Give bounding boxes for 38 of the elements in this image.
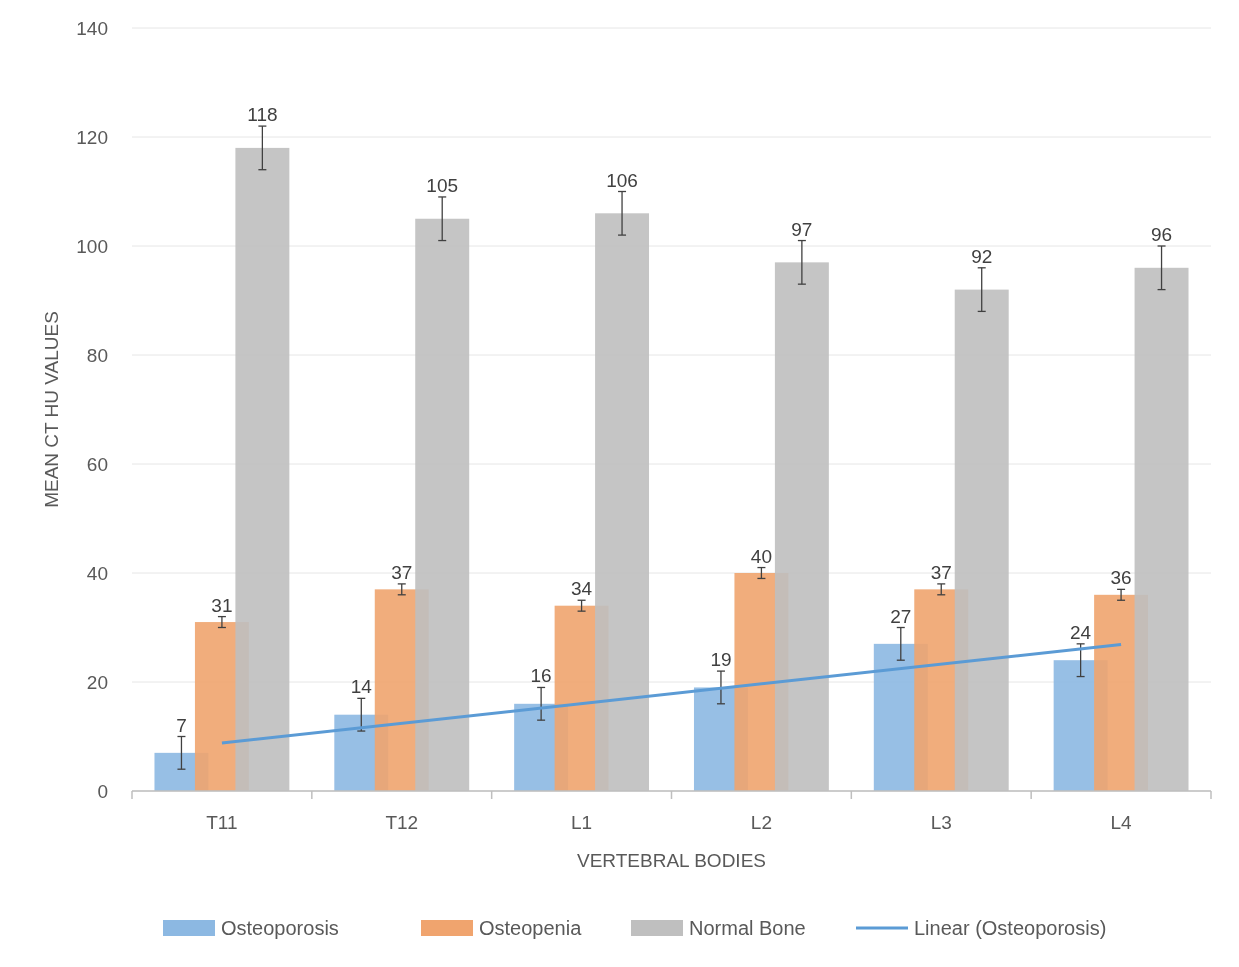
x-tick-label: L1 — [571, 812, 593, 833]
data-label: 34 — [571, 578, 593, 600]
data-label: 106 — [606, 169, 638, 191]
data-label: 19 — [710, 649, 732, 671]
x-tick-label: L2 — [750, 812, 772, 833]
data-label: 97 — [791, 218, 813, 240]
y-tick-label: 0 — [97, 780, 108, 802]
y-tick-label: 60 — [86, 453, 108, 475]
x-tick-label: T11 — [206, 812, 238, 833]
data-label: 96 — [1150, 224, 1173, 245]
data-label: 36 — [1110, 567, 1132, 589]
data-label: 27 — [890, 605, 912, 627]
data-label: 37 — [930, 561, 952, 583]
data-label: 118 — [247, 104, 278, 126]
y-tick-label: 80 — [86, 344, 108, 366]
y-tick-label: 100 — [76, 235, 108, 257]
y-tick-label: 140 — [76, 17, 108, 39]
legend-label: Osteopenia — [479, 917, 583, 939]
x-tick-label: T12 — [385, 812, 419, 833]
data-label: 92 — [971, 245, 993, 267]
data-label: 31 — [211, 594, 233, 616]
y-tick-label: 120 — [76, 126, 108, 148]
data-label: 7 — [176, 714, 187, 736]
data-label: 40 — [750, 545, 772, 567]
data-label: 105 — [426, 174, 459, 196]
x-tick-label: L4 — [1110, 812, 1133, 833]
x-tick-label: L3 — [930, 812, 952, 833]
legend-label: Osteoporosis — [221, 917, 339, 939]
legend-label: Normal Bone — [689, 917, 806, 939]
data-label: 16 — [530, 665, 552, 687]
data-label: 24 — [1070, 621, 1092, 643]
x-axis-title: VERTEBRAL BODIES — [576, 850, 767, 871]
y-tick-label: 20 — [86, 671, 108, 693]
y-tick-label: 40 — [86, 562, 108, 584]
y-axis-title: MEAN CT HU VALUES — [41, 311, 62, 508]
legend-label: Linear (Osteoporosis) — [914, 917, 1107, 939]
data-label: 14 — [350, 676, 373, 698]
data-label: 37 — [391, 561, 413, 583]
